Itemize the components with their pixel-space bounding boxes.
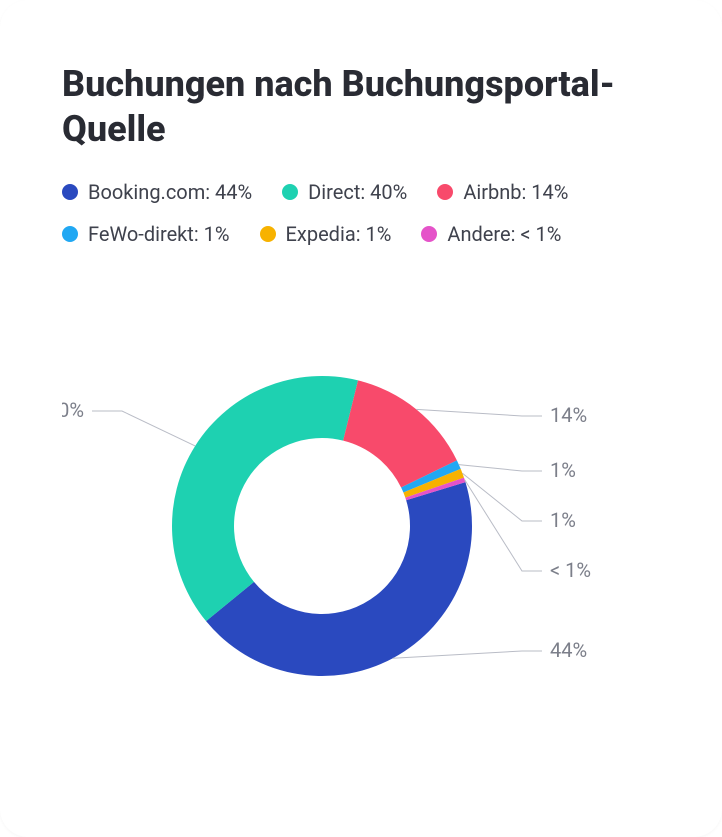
legend-label: Andere: < 1% [447, 222, 561, 246]
donut-chart: 44% 40% 14% 1% 1% < 1% [62, 316, 660, 736]
legend-label: Airbnb: 14% [463, 180, 568, 204]
legend-swatch [260, 226, 276, 242]
legend-swatch [62, 184, 78, 200]
legend-item-booking: Booking.com: 44% [62, 180, 252, 204]
callout-direct: 40% [62, 398, 84, 422]
callout-airbnb: 14% [550, 403, 587, 427]
leader-direct [92, 411, 195, 446]
leader-andere [465, 480, 542, 571]
leader-expedia [462, 473, 542, 521]
callout-booking: 44% [550, 638, 587, 662]
legend-label: FeWo-direkt: 1% [88, 222, 230, 246]
legend-item-airbnb: Airbnb: 14% [437, 180, 568, 204]
chart-card: Buchungen nach Buchungsportal-Quelle Boo… [0, 0, 722, 837]
legend-item-andere: Andere: < 1% [421, 222, 561, 246]
legend-label: Booking.com: 44% [88, 180, 252, 204]
leader-booking [393, 651, 542, 658]
legend-label: Expedia: 1% [286, 222, 392, 246]
donut-svg: 44% 40% 14% 1% 1% < 1% [62, 316, 660, 736]
legend-item-direct: Direct: 40% [282, 180, 407, 204]
callout-fewo: 1% [550, 458, 576, 482]
legend-label: Direct: 40% [308, 180, 407, 204]
legend-swatch [282, 184, 298, 200]
legend-item-fewo: FeWo-direkt: 1% [62, 222, 230, 246]
legend-swatch [437, 184, 453, 200]
callout-expedia: 1% [550, 508, 576, 532]
chart-title: Buchungen nach Buchungsportal-Quelle [62, 62, 660, 152]
legend: Booking.com: 44% Direct: 40% Airbnb: 14% Fe… [62, 180, 660, 246]
legend-item-expedia: Expedia: 1% [260, 222, 392, 246]
callout-andere: < 1% [550, 558, 591, 582]
legend-swatch [62, 226, 78, 242]
legend-swatch [421, 226, 437, 242]
leader-airbnb [416, 409, 542, 416]
slice-direct [172, 376, 358, 621]
leader-fewo [459, 465, 542, 471]
